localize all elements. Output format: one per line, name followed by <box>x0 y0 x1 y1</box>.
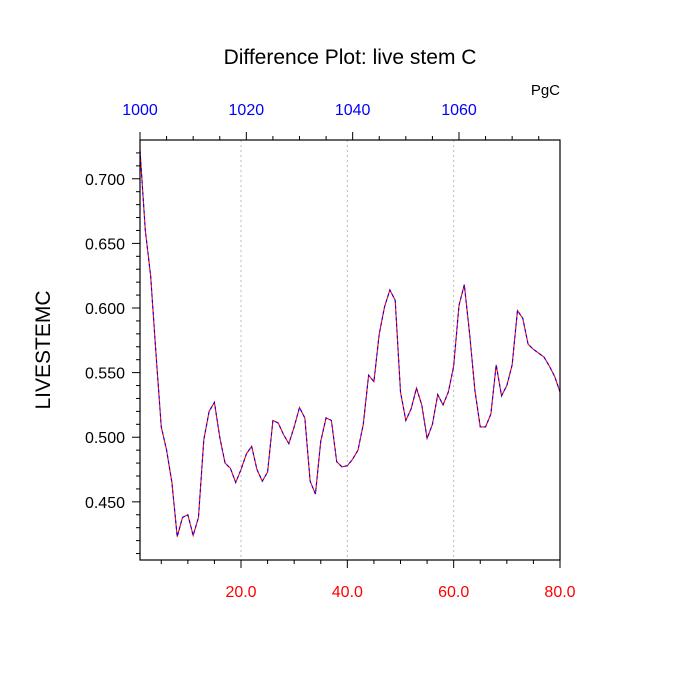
x-tick-label-bottom: 40.0 <box>332 584 363 601</box>
series-line-overlay <box>139 150 561 538</box>
chart-title: Difference Plot: live stem C <box>224 46 477 69</box>
axes: 20.0 40.0 60.0 80.0 1000 1020 1040 1060 0.450 0.5… <box>85 102 576 601</box>
y-tick-label: 0.650 <box>85 236 125 253</box>
y-tick-label: 0.500 <box>85 430 125 447</box>
units-label: PgC <box>531 82 560 99</box>
x-tick-label-top: 1060 <box>441 102 477 119</box>
x-tick-label-bottom: 60.0 <box>438 584 469 601</box>
y-tick-label: 0.600 <box>85 301 125 318</box>
x-tick-label-bottom: 80.0 <box>544 584 575 601</box>
series-line <box>139 150 561 538</box>
data-lines <box>139 150 561 538</box>
y-axis-label: LIVESTEMC <box>32 290 55 409</box>
y-tick-label: 0.550 <box>85 366 125 383</box>
x-tick-label-bottom: 20.0 <box>225 584 256 601</box>
plot-frame <box>139 139 561 561</box>
x-tick-label-top: 1000 <box>122 102 158 119</box>
y-tick-label: 0.700 <box>85 172 125 189</box>
x-tick-label-top: 1040 <box>335 102 371 119</box>
x-tick-label-top: 1020 <box>229 102 265 119</box>
y-tick-label: 0.450 <box>85 495 125 512</box>
gridlines <box>240 140 455 560</box>
